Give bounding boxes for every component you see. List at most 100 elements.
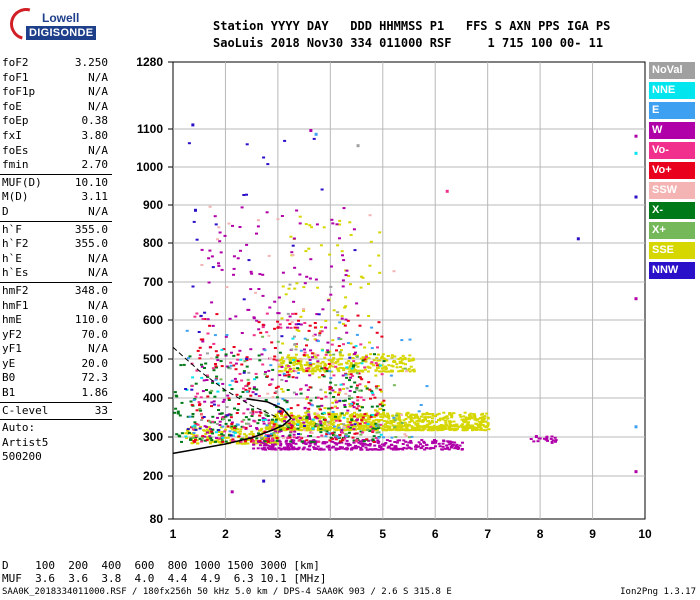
data-point [331, 410, 335, 413]
data-point [288, 358, 292, 361]
parameter-row: h`Es N/A [0, 266, 112, 281]
data-point [310, 352, 314, 355]
data-point [420, 429, 424, 432]
data-point [233, 377, 237, 380]
data-point [320, 434, 324, 437]
data-point [246, 383, 250, 386]
data-point [308, 428, 312, 431]
data-point [236, 428, 240, 431]
data-point [375, 387, 379, 390]
data-point [173, 391, 177, 394]
data-point [255, 427, 259, 429]
data-point [296, 415, 300, 418]
data-point [307, 247, 311, 250]
parameter-row: C-level 33 [0, 404, 112, 419]
data-point [417, 417, 421, 420]
data-point [285, 424, 289, 427]
data-point [361, 359, 365, 362]
data-point [298, 215, 302, 218]
data-point [293, 356, 297, 359]
data-point [308, 277, 312, 280]
data-point [311, 334, 315, 337]
parameter-name: hmF1 [2, 298, 29, 312]
data-point [205, 389, 208, 391]
parameter-row: yF1 N/A [0, 342, 112, 357]
data-point [436, 429, 440, 432]
data-point [264, 443, 267, 446]
data-point [403, 356, 407, 359]
parameter-separator [0, 173, 112, 175]
data-point [422, 441, 426, 444]
data-point [378, 370, 381, 373]
data-point [320, 326, 323, 329]
data-point [454, 429, 458, 432]
data-point [305, 416, 309, 419]
data-point [376, 385, 380, 387]
y-tick-label: 1280 [136, 55, 163, 69]
data-point [194, 382, 198, 385]
data-point [297, 433, 300, 435]
data-point [272, 358, 276, 361]
data-point [372, 440, 376, 443]
data-point [250, 430, 254, 433]
data-point [289, 430, 293, 433]
data-point [330, 218, 334, 221]
x-tick-label: 3 [275, 527, 282, 541]
data-point [481, 416, 485, 419]
data-point [417, 420, 421, 423]
data-point [407, 357, 411, 360]
data-point [267, 422, 271, 425]
data-point [230, 423, 234, 425]
data-point [267, 437, 271, 440]
data-point [406, 428, 410, 431]
data-point [207, 281, 211, 284]
data-point [554, 439, 558, 442]
data-point [195, 369, 199, 372]
data-point [322, 375, 326, 378]
data-point [289, 407, 293, 410]
data-point [294, 312, 298, 315]
data-point [481, 424, 485, 426]
parameter-value: N/A [88, 251, 108, 265]
data-point [313, 366, 317, 369]
data-point [215, 313, 219, 316]
data-point [455, 443, 459, 446]
data-point [312, 421, 316, 424]
data-point [247, 418, 251, 421]
data-point [316, 445, 320, 448]
data-point [453, 441, 457, 444]
data-point [313, 326, 317, 329]
data-point [359, 448, 363, 451]
data-point [262, 422, 266, 425]
data-point [451, 443, 455, 446]
data-point [317, 427, 320, 430]
data-point [299, 364, 303, 366]
data-point [411, 357, 415, 360]
data-point [267, 419, 271, 422]
data-point [275, 415, 279, 418]
data-point [358, 389, 362, 392]
data-point [264, 418, 268, 421]
data-point [336, 400, 339, 403]
data-point [311, 418, 315, 421]
data-point [258, 414, 262, 417]
data-point [252, 443, 256, 446]
x-tick-label: 2 [222, 527, 229, 541]
data-point [429, 429, 433, 432]
data-point [285, 442, 289, 445]
data-point [421, 412, 425, 415]
data-point [361, 276, 365, 279]
parameter-value: 355.0 [74, 237, 108, 251]
data-point [316, 340, 320, 343]
data-point [284, 440, 288, 443]
data-point [232, 434, 235, 437]
data-point [249, 394, 253, 397]
data-point [274, 420, 278, 423]
digisonde-logo: Lowell DIGISONDE [4, 2, 97, 46]
data-point [194, 423, 198, 426]
data-point [395, 366, 399, 369]
data-point [410, 413, 414, 416]
data-point [244, 385, 248, 387]
data-point [554, 440, 557, 443]
data-point [355, 372, 359, 375]
